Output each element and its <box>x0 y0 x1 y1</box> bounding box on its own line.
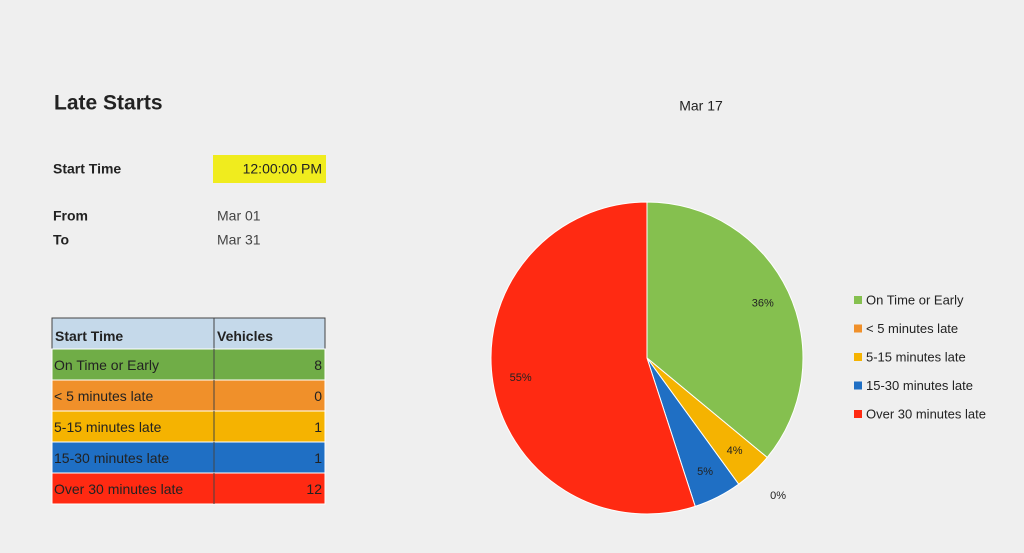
row-value: 1 <box>314 419 322 435</box>
start-time-value[interactable]: 12:00:00 PM <box>243 161 322 177</box>
row-label: Over 30 minutes late <box>54 481 183 497</box>
legend-label: 5-15 minutes late <box>866 349 966 364</box>
table: Start Time Vehicles On Time or Early 8 < 5 m… <box>51 317 326 505</box>
row-label: 5-15 minutes late <box>54 419 162 435</box>
row-label: On Time or Early <box>54 357 159 373</box>
pie-chart: 36% 0% 4% 5% 55% On Time or Early < 5 minutes … <box>490 201 986 515</box>
start-time-label: Start Time <box>53 161 121 177</box>
column-header: Start Time <box>55 328 123 344</box>
data-label: 4% <box>727 445 743 457</box>
to-value[interactable]: Mar 31 <box>217 232 261 248</box>
row-value: 8 <box>314 357 322 373</box>
chart-title: Mar 17 <box>679 98 723 114</box>
to-label: To <box>53 232 69 248</box>
legend-swatch <box>854 381 862 390</box>
legend-swatch <box>854 410 862 418</box>
table-row <box>51 348 326 381</box>
column-header: Vehicles <box>217 328 273 344</box>
row-label: 15-30 minutes late <box>54 450 169 466</box>
legend-label: On Time or Early <box>866 292 964 307</box>
table-row <box>51 472 326 505</box>
page-title: Late Starts <box>54 92 163 115</box>
row-label: < 5 minutes late <box>54 388 153 404</box>
data-label: 0% <box>770 490 786 502</box>
data-label: 36% <box>752 297 774 309</box>
start-time-highlight <box>213 155 326 183</box>
legend-label: Over 30 minutes late <box>866 406 986 421</box>
legend-swatch <box>854 324 862 333</box>
data-label: 5% <box>697 466 713 478</box>
table-row <box>51 441 326 474</box>
legend-label: < 5 minutes late <box>866 321 958 336</box>
legend-swatch <box>854 296 862 304</box>
from-label: From <box>53 208 88 224</box>
row-value: 1 <box>314 450 322 466</box>
data-label: 55% <box>510 372 532 384</box>
legend-label: 15-30 minutes late <box>866 378 973 393</box>
row-value: 12 <box>306 481 322 497</box>
table-row <box>51 379 326 412</box>
from-value[interactable]: Mar 01 <box>217 208 261 224</box>
legend-swatch <box>854 353 862 361</box>
pie-slice <box>490 201 696 515</box>
pie-slice <box>646 201 804 459</box>
row-value: 0 <box>314 388 322 404</box>
